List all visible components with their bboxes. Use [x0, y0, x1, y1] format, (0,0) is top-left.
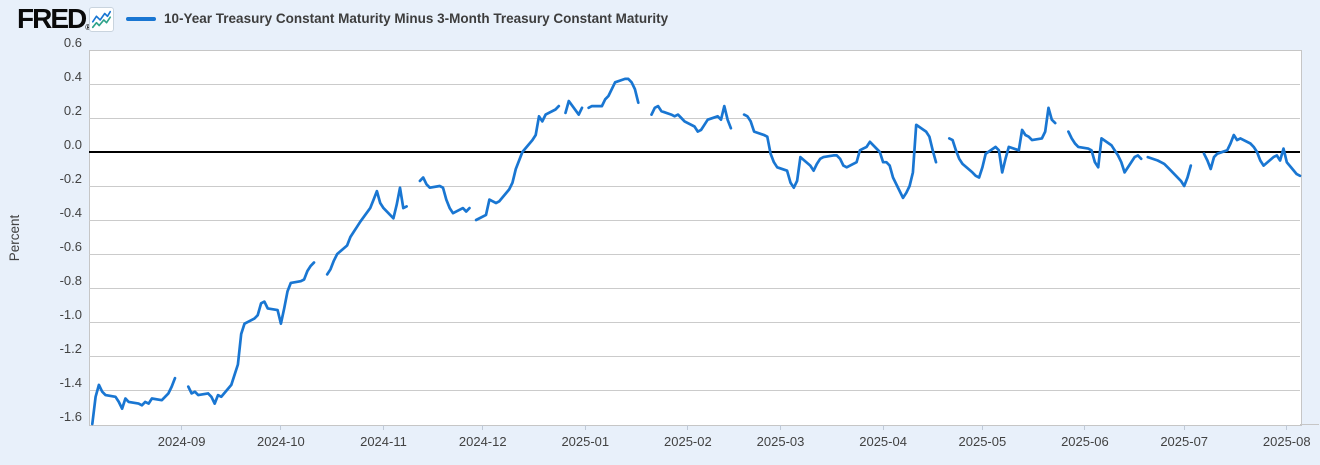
x-tick-mark	[482, 425, 484, 430]
series-line-segment	[947, 106, 1057, 179]
y-tick-label: -1.2	[59, 341, 82, 356]
gridline	[89, 287, 1300, 289]
fred-logo[interactable]: FRED®	[17, 5, 91, 42]
x-tick-label: 2024-10	[257, 434, 305, 449]
series-svg	[90, 77, 1302, 426]
x-tick-label: 2024-09	[157, 434, 206, 449]
series-line-segment	[564, 99, 584, 116]
series-line-segment	[90, 376, 177, 426]
x-tick-mark	[882, 425, 884, 430]
gridline	[89, 321, 1300, 323]
y-tick-label: -0.4	[59, 205, 82, 220]
x-tick-mark	[1286, 425, 1288, 430]
y-tick-label: 0.2	[63, 103, 82, 118]
series-line-segment	[587, 77, 640, 110]
x-tick-mark	[687, 425, 689, 430]
x-tick-mark	[1084, 425, 1086, 430]
gridline	[89, 185, 1300, 187]
y-tick-label: -1.6	[59, 409, 82, 424]
x-axis-extension	[1300, 424, 1319, 425]
gridline	[89, 219, 1300, 221]
x-tick-label: 2025-07	[1160, 434, 1209, 449]
y-tick-label: 0.0	[63, 137, 82, 152]
x-tick-mark	[1183, 425, 1185, 430]
x-tick-label: 2025-08	[1262, 434, 1311, 449]
x-tick-label: 2025-01	[561, 434, 610, 449]
registered-trademark: ®	[85, 23, 91, 32]
y-tick-label: -0.6	[59, 239, 82, 254]
y-tick-label: -0.8	[59, 273, 82, 288]
fred-sparkline-icon	[89, 7, 114, 32]
gridline	[89, 117, 1300, 119]
gridline	[89, 83, 1300, 85]
gridline	[89, 355, 1300, 357]
legend-series-label[interactable]: 10-Year Treasury Constant Maturity Minus…	[164, 11, 669, 26]
plot-area	[89, 50, 1302, 426]
series-line-segment	[325, 186, 408, 276]
y-tick-label: -0.2	[59, 171, 82, 186]
y-tick-label: 0.4	[63, 69, 82, 84]
y-axis-title: Percent	[7, 214, 22, 262]
x-tick-mark	[382, 425, 384, 430]
x-tick-mark	[584, 425, 586, 430]
series-line-segment	[186, 261, 316, 405]
x-tick-mark	[981, 425, 983, 430]
x-tick-mark	[181, 425, 183, 430]
series-line-segment	[474, 104, 561, 222]
x-tick-label: 2025-02	[664, 434, 712, 449]
gridline	[89, 253, 1300, 255]
x-tick-label: 2025-05	[958, 434, 1007, 449]
x-tick-label: 2025-06	[1061, 434, 1109, 449]
series-line-segment	[742, 113, 938, 200]
y-tick-label: 0.6	[63, 35, 82, 50]
legend-line-swatch	[126, 17, 156, 21]
series-line-segment	[1067, 130, 1143, 174]
fred-logo-text: FRED	[17, 3, 87, 34]
y-tick-label: -1.0	[59, 307, 82, 322]
series-line-segment	[650, 104, 733, 133]
x-tick-mark	[780, 425, 782, 430]
series-line-segment	[418, 176, 471, 215]
x-tick-mark	[280, 425, 282, 430]
x-tick-label: 2024-11	[360, 434, 407, 449]
y-tick-label: -1.4	[59, 375, 82, 390]
zero-line	[89, 151, 1300, 153]
x-tick-label: 2025-03	[756, 434, 805, 449]
series-line-segment	[1146, 155, 1193, 188]
series-line-segment	[1202, 133, 1302, 178]
x-tick-label: 2025-04	[859, 434, 907, 449]
gridline	[89, 389, 1300, 391]
x-tick-label: 2024-12	[458, 434, 507, 449]
